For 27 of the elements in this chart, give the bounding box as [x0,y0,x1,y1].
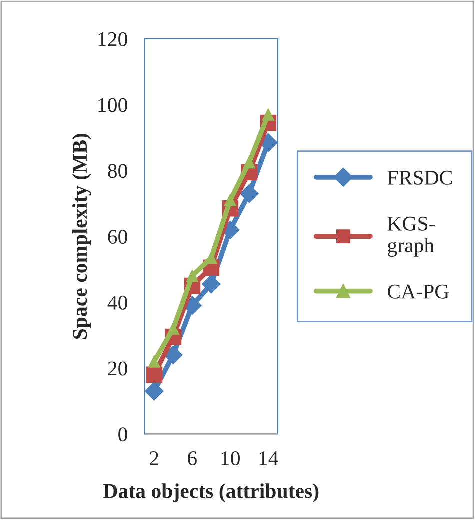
legend-label: FRSDC [388,170,452,185]
point [164,346,183,365]
point [262,108,274,121]
y-tick-label: 0 [118,428,128,442]
point [243,156,256,169]
point [146,366,163,384]
y-tick-label: 120 [98,32,128,46]
y-tick-label: 80 [108,164,128,178]
x-tick-label: 6 [188,452,197,466]
y-axis-title: Space complexity (MB) [72,134,92,340]
y-tick-label: 20 [108,362,128,376]
point [240,184,259,204]
legend-label: KGS- graph [388,216,436,257]
x-axis-title: Data objects (attributes) [104,484,319,503]
point [186,270,198,282]
x-tick-label: 14 [260,452,278,466]
x-tick-label: 10 [222,451,240,466]
point [145,382,164,401]
y-tick-label: 40 [108,296,128,310]
point [167,322,180,335]
legend-label: CA-PG [388,284,450,299]
point [202,274,221,294]
y-tick-label: 60 [108,230,128,244]
y-tick-label: 100 [98,98,128,112]
point [224,194,236,206]
point [148,356,160,368]
x-tick-label: 2 [150,452,158,466]
